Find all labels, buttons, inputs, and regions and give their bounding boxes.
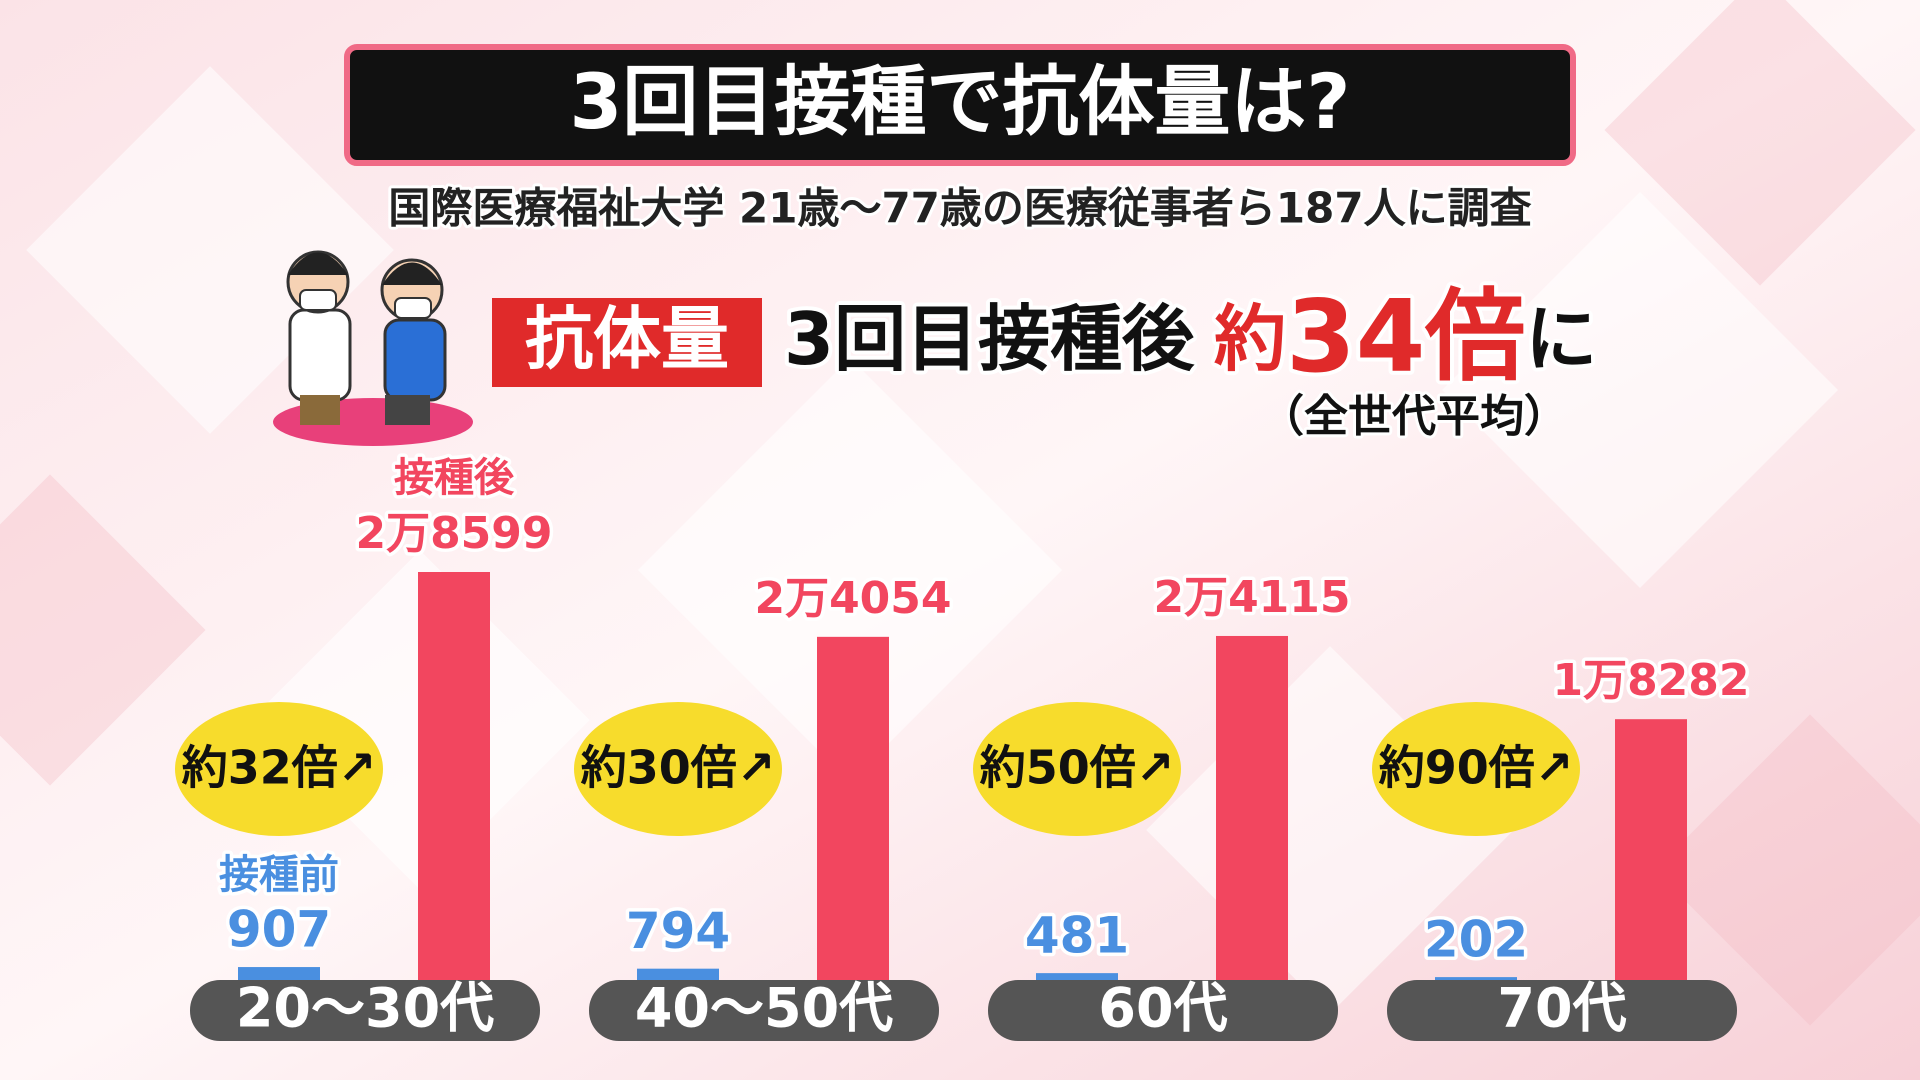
- bar: [1435, 977, 1517, 980]
- category-pill: [988, 980, 1338, 1041]
- bar: [1216, 635, 1288, 980]
- category-pill: [1387, 980, 1737, 1041]
- headline-badge: [492, 298, 762, 387]
- headline-multiple: 34倍: [1286, 278, 1525, 395]
- headline: 3回目接種後 約34倍に: [784, 278, 1597, 395]
- value-label: 2万4115: [1153, 572, 1350, 623]
- bar: [1036, 973, 1118, 980]
- subtitle: 国際医療福祉大学 21歳〜77歳の医療従事者ら187人に調査: [388, 184, 1531, 233]
- headline-note: （全世代平均）: [1260, 391, 1568, 442]
- value-label: 2万8599: [355, 508, 552, 559]
- series-label: 接種前: [219, 852, 339, 898]
- bar: [817, 636, 889, 980]
- title-box: [344, 44, 1576, 166]
- bar: [637, 968, 719, 980]
- title: 3回目接種で抗体量は?: [570, 57, 1351, 146]
- value-label: 1万8282: [1552, 655, 1749, 706]
- headline-suffix: に: [1525, 297, 1597, 381]
- illustration: [273, 250, 473, 446]
- ratio-oval: [973, 702, 1181, 836]
- category-pill: [589, 980, 939, 1041]
- x-tick-label: 40〜50代: [635, 977, 893, 1040]
- ratio-label: 約30倍↗: [581, 741, 776, 795]
- headline-text: 3回目接種後: [784, 297, 1195, 381]
- value-label: 202: [1424, 911, 1528, 969]
- value-label: 2万4054: [754, 573, 951, 624]
- headline-badge-text: 抗体量: [525, 301, 729, 380]
- bar: [418, 572, 490, 980]
- ratio-label: 約50倍↗: [980, 741, 1175, 795]
- category-pill: [190, 980, 540, 1041]
- headline-approx: 約: [1214, 297, 1286, 381]
- value-label: 907: [227, 901, 331, 959]
- bar: [238, 967, 320, 980]
- ratio-label: 約32倍↗: [182, 741, 377, 795]
- ratio-oval: [175, 702, 383, 836]
- x-tick-label: 60代: [1098, 977, 1227, 1040]
- value-label: 794: [626, 902, 730, 960]
- series-label: 接種後: [394, 455, 515, 501]
- ratio-oval: [574, 702, 782, 836]
- ratio-oval: [1372, 702, 1580, 836]
- x-tick-label: 70代: [1497, 977, 1626, 1040]
- ratio-label: 約90倍↗: [1379, 741, 1574, 795]
- value-label: 481: [1025, 907, 1129, 965]
- x-tick-label: 20〜30代: [236, 977, 494, 1040]
- bar: [1615, 719, 1687, 980]
